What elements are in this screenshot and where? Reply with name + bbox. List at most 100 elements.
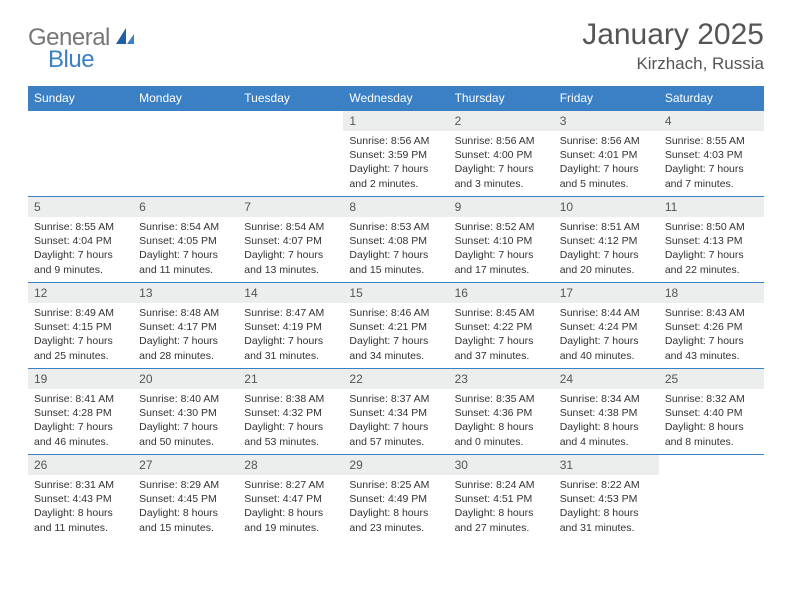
- day-number: 30: [449, 455, 554, 475]
- day-detail: Sunrise: 8:56 AMSunset: 4:01 PMDaylight:…: [554, 131, 659, 195]
- day-number: 7: [238, 197, 343, 217]
- calendar-day-empty: [133, 111, 238, 197]
- day-detail: Sunrise: 8:53 AMSunset: 4:08 PMDaylight:…: [343, 217, 448, 281]
- day-detail: Sunrise: 8:35 AMSunset: 4:36 PMDaylight:…: [449, 389, 554, 453]
- day-number: 12: [28, 283, 133, 303]
- day-detail: Sunrise: 8:47 AMSunset: 4:19 PMDaylight:…: [238, 303, 343, 367]
- day-number: 26: [28, 455, 133, 475]
- day-detail: Sunrise: 8:32 AMSunset: 4:40 PMDaylight:…: [659, 389, 764, 453]
- day-detail: Sunrise: 8:25 AMSunset: 4:49 PMDaylight:…: [343, 475, 448, 539]
- calendar-week: 1Sunrise: 8:56 AMSunset: 3:59 PMDaylight…: [28, 111, 764, 197]
- day-header: Wednesday: [343, 86, 448, 111]
- day-number: 16: [449, 283, 554, 303]
- day-number: 17: [554, 283, 659, 303]
- calendar-week: 12Sunrise: 8:49 AMSunset: 4:15 PMDayligh…: [28, 283, 764, 369]
- day-number: 15: [343, 283, 448, 303]
- calendar-day: 22Sunrise: 8:37 AMSunset: 4:34 PMDayligh…: [343, 369, 448, 455]
- calendar-table: SundayMondayTuesdayWednesdayThursdayFrid…: [28, 86, 764, 541]
- day-number: 23: [449, 369, 554, 389]
- day-number: 3: [554, 111, 659, 131]
- sail-icon: [114, 26, 136, 51]
- day-detail: Sunrise: 8:40 AMSunset: 4:30 PMDaylight:…: [133, 389, 238, 453]
- day-detail: Sunrise: 8:45 AMSunset: 4:22 PMDaylight:…: [449, 303, 554, 367]
- calendar-page: General January 2025 Kirzhach, Russia Bl…: [0, 0, 792, 559]
- day-detail: Sunrise: 8:56 AMSunset: 4:00 PMDaylight:…: [449, 131, 554, 195]
- day-detail: Sunrise: 8:27 AMSunset: 4:47 PMDaylight:…: [238, 475, 343, 539]
- day-detail: Sunrise: 8:48 AMSunset: 4:17 PMDaylight:…: [133, 303, 238, 367]
- day-number: 29: [343, 455, 448, 475]
- day-number: 20: [133, 369, 238, 389]
- calendar-day: 17Sunrise: 8:44 AMSunset: 4:24 PMDayligh…: [554, 283, 659, 369]
- calendar-day-empty: [659, 455, 764, 541]
- title-block: January 2025 Kirzhach, Russia: [582, 18, 764, 74]
- day-number: 24: [554, 369, 659, 389]
- day-detail: Sunrise: 8:31 AMSunset: 4:43 PMDaylight:…: [28, 475, 133, 539]
- day-detail: Sunrise: 8:24 AMSunset: 4:51 PMDaylight:…: [449, 475, 554, 539]
- day-number: 19: [28, 369, 133, 389]
- day-number: 27: [133, 455, 238, 475]
- calendar-day: 24Sunrise: 8:34 AMSunset: 4:38 PMDayligh…: [554, 369, 659, 455]
- calendar-day: 9Sunrise: 8:52 AMSunset: 4:10 PMDaylight…: [449, 197, 554, 283]
- day-header: Monday: [133, 86, 238, 111]
- calendar-day: 1Sunrise: 8:56 AMSunset: 3:59 PMDaylight…: [343, 111, 448, 197]
- calendar-week: 26Sunrise: 8:31 AMSunset: 4:43 PMDayligh…: [28, 455, 764, 541]
- day-detail: Sunrise: 8:34 AMSunset: 4:38 PMDaylight:…: [554, 389, 659, 453]
- header: General January 2025 Kirzhach, Russia: [28, 18, 764, 74]
- location: Kirzhach, Russia: [582, 54, 764, 74]
- calendar-day: 5Sunrise: 8:55 AMSunset: 4:04 PMDaylight…: [28, 197, 133, 283]
- day-number: 11: [659, 197, 764, 217]
- day-header: Friday: [554, 86, 659, 111]
- day-number: 1: [343, 111, 448, 131]
- day-detail: Sunrise: 8:51 AMSunset: 4:12 PMDaylight:…: [554, 217, 659, 281]
- calendar-week: 5Sunrise: 8:55 AMSunset: 4:04 PMDaylight…: [28, 197, 764, 283]
- calendar-day: 8Sunrise: 8:53 AMSunset: 4:08 PMDaylight…: [343, 197, 448, 283]
- day-header: Sunday: [28, 86, 133, 111]
- day-number: 10: [554, 197, 659, 217]
- calendar-day: 14Sunrise: 8:47 AMSunset: 4:19 PMDayligh…: [238, 283, 343, 369]
- calendar-day: 19Sunrise: 8:41 AMSunset: 4:28 PMDayligh…: [28, 369, 133, 455]
- calendar-day-empty: [28, 111, 133, 197]
- day-header: Thursday: [449, 86, 554, 111]
- day-detail: Sunrise: 8:41 AMSunset: 4:28 PMDaylight:…: [28, 389, 133, 453]
- day-number: 2: [449, 111, 554, 131]
- day-number: 28: [238, 455, 343, 475]
- calendar-day: 13Sunrise: 8:48 AMSunset: 4:17 PMDayligh…: [133, 283, 238, 369]
- calendar-day: 26Sunrise: 8:31 AMSunset: 4:43 PMDayligh…: [28, 455, 133, 541]
- day-detail: Sunrise: 8:50 AMSunset: 4:13 PMDaylight:…: [659, 217, 764, 281]
- calendar-day: 15Sunrise: 8:46 AMSunset: 4:21 PMDayligh…: [343, 283, 448, 369]
- day-detail: Sunrise: 8:46 AMSunset: 4:21 PMDaylight:…: [343, 303, 448, 367]
- day-detail: Sunrise: 8:49 AMSunset: 4:15 PMDaylight:…: [28, 303, 133, 367]
- day-detail: Sunrise: 8:38 AMSunset: 4:32 PMDaylight:…: [238, 389, 343, 453]
- day-header: Tuesday: [238, 86, 343, 111]
- calendar-day: 18Sunrise: 8:43 AMSunset: 4:26 PMDayligh…: [659, 283, 764, 369]
- day-number: 21: [238, 369, 343, 389]
- day-number: 18: [659, 283, 764, 303]
- day-detail: Sunrise: 8:52 AMSunset: 4:10 PMDaylight:…: [449, 217, 554, 281]
- day-detail: Sunrise: 8:56 AMSunset: 3:59 PMDaylight:…: [343, 131, 448, 195]
- day-detail: Sunrise: 8:43 AMSunset: 4:26 PMDaylight:…: [659, 303, 764, 367]
- day-number: 8: [343, 197, 448, 217]
- calendar-week: 19Sunrise: 8:41 AMSunset: 4:28 PMDayligh…: [28, 369, 764, 455]
- day-detail: Sunrise: 8:44 AMSunset: 4:24 PMDaylight:…: [554, 303, 659, 367]
- calendar-day: 30Sunrise: 8:24 AMSunset: 4:51 PMDayligh…: [449, 455, 554, 541]
- calendar-day: 21Sunrise: 8:38 AMSunset: 4:32 PMDayligh…: [238, 369, 343, 455]
- day-number: 14: [238, 283, 343, 303]
- calendar-day: 4Sunrise: 8:55 AMSunset: 4:03 PMDaylight…: [659, 111, 764, 197]
- calendar-day: 16Sunrise: 8:45 AMSunset: 4:22 PMDayligh…: [449, 283, 554, 369]
- calendar-body: 1Sunrise: 8:56 AMSunset: 3:59 PMDaylight…: [28, 111, 764, 541]
- calendar-day: 6Sunrise: 8:54 AMSunset: 4:05 PMDaylight…: [133, 197, 238, 283]
- calendar-day-empty: [238, 111, 343, 197]
- day-number: 22: [343, 369, 448, 389]
- calendar-day: 23Sunrise: 8:35 AMSunset: 4:36 PMDayligh…: [449, 369, 554, 455]
- calendar-day: 12Sunrise: 8:49 AMSunset: 4:15 PMDayligh…: [28, 283, 133, 369]
- month-title: January 2025: [582, 18, 764, 52]
- calendar-day: 20Sunrise: 8:40 AMSunset: 4:30 PMDayligh…: [133, 369, 238, 455]
- calendar-day: 10Sunrise: 8:51 AMSunset: 4:12 PMDayligh…: [554, 197, 659, 283]
- day-detail: Sunrise: 8:54 AMSunset: 4:07 PMDaylight:…: [238, 217, 343, 281]
- day-number: 6: [133, 197, 238, 217]
- day-header-row: SundayMondayTuesdayWednesdayThursdayFrid…: [28, 86, 764, 111]
- logo-blue-row: Blue: [48, 46, 94, 74]
- day-number: 13: [133, 283, 238, 303]
- calendar-day: 11Sunrise: 8:50 AMSunset: 4:13 PMDayligh…: [659, 197, 764, 283]
- calendar-day: 27Sunrise: 8:29 AMSunset: 4:45 PMDayligh…: [133, 455, 238, 541]
